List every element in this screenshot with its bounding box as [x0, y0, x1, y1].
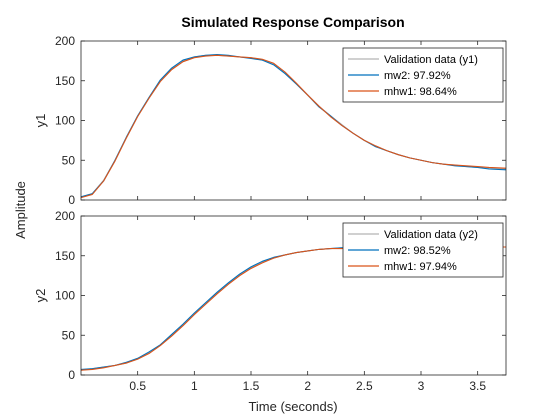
y-tick-label: 0 [68, 368, 75, 382]
x-tick-label: 2.5 [356, 379, 373, 393]
x-tick-label: 2 [304, 379, 311, 393]
subplot-y1: 0 50 100 150 200 y1 Validation data (y1) mw2: 9… [33, 34, 507, 207]
legend-entry-1: Validation data (y1) [384, 54, 478, 66]
y-tick-label: 100 [55, 289, 75, 303]
x-tick-label: 3 [418, 379, 425, 393]
legend: Validation data (y1) mw2: 97.92% mhw1: 98.… [342, 47, 504, 103]
subplot-y-label: y1 [33, 114, 48, 128]
legend-entry-3: mhw1: 97.94% [384, 261, 457, 273]
legend-entry-2: mw2: 98.52% [384, 245, 451, 257]
y-tick-label: 200 [55, 34, 75, 48]
x-tick-label: 3.5 [469, 379, 486, 393]
x-tick-label: 1 [191, 379, 198, 393]
chart-title: Simulated Response Comparison [181, 14, 404, 30]
legend-entry-1: Validation data (y2) [384, 229, 478, 241]
x-axis-label: Time (seconds) [248, 399, 337, 414]
y-axis-label: Amplitude [13, 181, 28, 239]
y-tick-label: 200 [55, 209, 75, 223]
y-tick-label: 100 [55, 114, 75, 128]
series-line-3 [80, 54, 507, 199]
legend-entry-2: mw2: 97.92% [384, 70, 451, 82]
y-tick-label: 150 [55, 249, 75, 263]
subplot-y2: 0 50 100 150 200 0.5 1 1.5 2 2.5 3 3.5 y2 Validation … [33, 209, 507, 393]
subplot-y-label: y2 [33, 289, 48, 303]
y-tick-label: 0 [68, 193, 75, 207]
x-tick-label: 0.5 [129, 379, 146, 393]
y-tick-label: 150 [55, 74, 75, 88]
x-tick-label: 1.5 [243, 379, 260, 393]
y-tick-label: 50 [62, 153, 76, 167]
y-tick-label: 50 [62, 328, 76, 342]
legend: Validation data (y2) mw2: 98.52% mhw1: 97.… [342, 222, 504, 278]
legend-entry-3: mhw1: 98.64% [384, 86, 457, 98]
